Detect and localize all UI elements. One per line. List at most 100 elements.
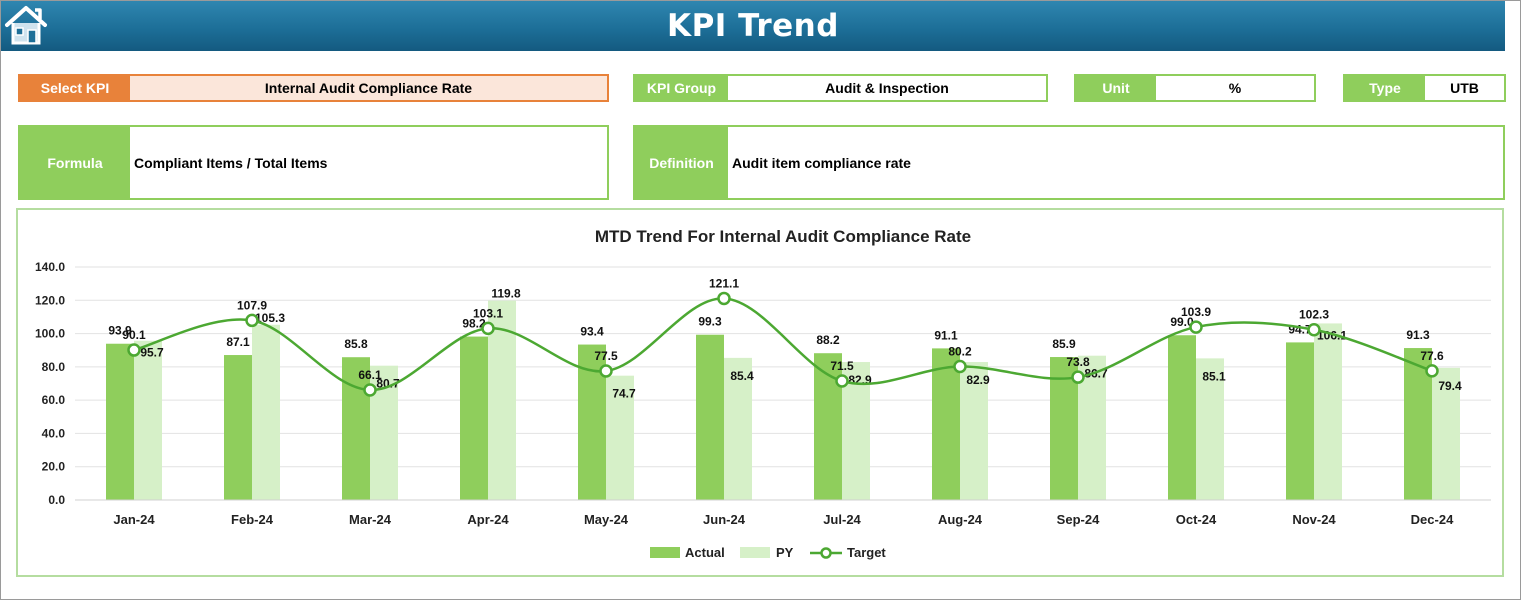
x-tick-label: Jul-24 — [823, 512, 861, 527]
py-bar — [1432, 367, 1460, 500]
legend-py-swatch — [740, 547, 770, 558]
target-data-label: 102.3 — [1299, 308, 1329, 322]
py-data-label: 82.9 — [966, 373, 990, 387]
y-tick-label: 120.0 — [35, 293, 65, 307]
legend-target-marker — [820, 547, 832, 559]
target-point — [835, 374, 849, 388]
actual-bar — [932, 348, 960, 500]
actual-data-label: 93.4 — [580, 325, 604, 339]
formula-label: Formula — [20, 127, 130, 198]
target-point — [481, 321, 495, 336]
x-tick-label: Apr-24 — [467, 512, 509, 527]
definition-value: Audit item compliance rate — [732, 154, 911, 171]
x-tick-label: Jun-24 — [703, 512, 746, 527]
home-icon — [5, 6, 47, 45]
actual-data-label: 91.3 — [1406, 328, 1430, 342]
target-data-label: 90.1 — [122, 328, 146, 342]
actual-data-label: 87.1 — [226, 335, 250, 349]
y-tick-label: 80.0 — [42, 360, 66, 374]
type-label: Type — [1345, 76, 1425, 100]
home-button[interactable] — [4, 4, 48, 46]
unit-field: Unit % — [1074, 74, 1316, 102]
select-kpi-value[interactable]: Internal Audit Compliance Rate — [130, 76, 607, 100]
legend-actual-swatch — [650, 547, 680, 558]
target-point — [1307, 322, 1321, 337]
kpi-group-field: KPI Group Audit & Inspection — [633, 74, 1048, 102]
select-kpi-field[interactable]: Select KPI Internal Audit Compliance Rat… — [18, 74, 609, 102]
target-data-label: 66.1 — [358, 368, 382, 382]
chart-title: MTD Trend For Internal Audit Compliance … — [595, 227, 971, 246]
kpi-group-label: KPI Group — [635, 76, 728, 100]
unit-value: % — [1228, 80, 1242, 96]
actual-data-label: 93.9 — [108, 324, 132, 338]
kpi-group-value: Audit & Inspection — [825, 80, 949, 96]
actual-data-label: 85.9 — [1052, 337, 1076, 351]
type-value: UTB — [1450, 80, 1479, 96]
actual-bar — [460, 336, 488, 500]
formula-value: Compliant Items / Total Items — [134, 154, 328, 171]
py-bar — [724, 357, 752, 500]
y-tick-label: 140.0 — [35, 260, 65, 274]
x-tick-label: May-24 — [584, 512, 629, 527]
y-tick-label: 0.0 — [48, 493, 65, 507]
actual-data-label: 91.1 — [934, 328, 958, 342]
actual-bar — [696, 334, 724, 500]
py-bar — [134, 340, 162, 500]
target-data-label: 107.9 — [237, 298, 267, 312]
target-point — [1071, 370, 1085, 384]
target-data-label: 77.6 — [1420, 349, 1444, 363]
py-bar — [1196, 358, 1224, 500]
target-point — [1189, 320, 1203, 334]
actual-data-label: 99.3 — [698, 315, 722, 329]
unit-label: Unit — [1076, 76, 1156, 100]
y-tick-label: 60.0 — [42, 393, 66, 407]
target-point — [717, 291, 731, 306]
actual-bar — [342, 357, 370, 500]
y-tick-label: 100.0 — [35, 327, 65, 341]
target-point — [363, 383, 377, 397]
actual-data-label: 85.8 — [344, 337, 368, 351]
y-tick-label: 40.0 — [42, 426, 66, 440]
py-bar — [488, 300, 516, 500]
chart-container: MTD Trend For Internal Audit Compliance … — [16, 208, 1504, 577]
target-point — [245, 313, 259, 328]
py-data-label: 105.3 — [255, 311, 285, 325]
legend-actual-label: Actual — [685, 545, 725, 560]
x-tick-label: Dec-24 — [1411, 512, 1454, 527]
x-tick-label: Sep-24 — [1057, 512, 1100, 527]
target-point — [1425, 364, 1439, 378]
target-point — [599, 364, 613, 378]
target-data-label: 77.5 — [594, 349, 618, 363]
definition-label: Definition — [635, 127, 728, 198]
x-tick-label: Jan-24 — [113, 512, 155, 527]
actual-data-label: 98.2 — [462, 317, 486, 331]
py-bar — [1314, 323, 1342, 500]
target-data-label: 103.1 — [473, 306, 503, 320]
formula-box: Formula Compliant Items / Total Items — [18, 125, 609, 200]
x-tick-label: Aug-24 — [938, 512, 983, 527]
x-tick-label: Oct-24 — [1176, 512, 1217, 527]
select-kpi-label: Select KPI — [20, 76, 130, 100]
py-data-label: 95.7 — [140, 346, 164, 360]
actual-data-label: 99.0 — [1170, 315, 1194, 329]
actual-bar — [106, 343, 134, 500]
target-data-label: 103.9 — [1181, 305, 1211, 319]
py-data-label: 85.4 — [730, 369, 754, 383]
actual-bar — [1168, 335, 1196, 500]
x-tick-label: Nov-24 — [1292, 512, 1336, 527]
x-tick-label: Feb-24 — [231, 512, 274, 527]
y-tick-label: 20.0 — [42, 460, 66, 474]
py-data-label: 85.1 — [1202, 369, 1226, 383]
actual-bar — [1286, 342, 1314, 500]
py-bar — [960, 362, 988, 500]
target-data-label: 80.2 — [948, 345, 972, 359]
target-point — [127, 343, 141, 357]
py-data-label: 119.8 — [491, 287, 521, 301]
title-bar: KPI Trend — [1, 1, 1505, 51]
target-data-label: 121.1 — [709, 276, 739, 290]
target-data-label: 71.5 — [830, 359, 854, 373]
py-bar — [252, 324, 280, 500]
actual-bar — [224, 355, 252, 500]
definition-box: Definition Audit item compliance rate — [633, 125, 1505, 200]
actual-data-label: 88.2 — [816, 333, 840, 347]
